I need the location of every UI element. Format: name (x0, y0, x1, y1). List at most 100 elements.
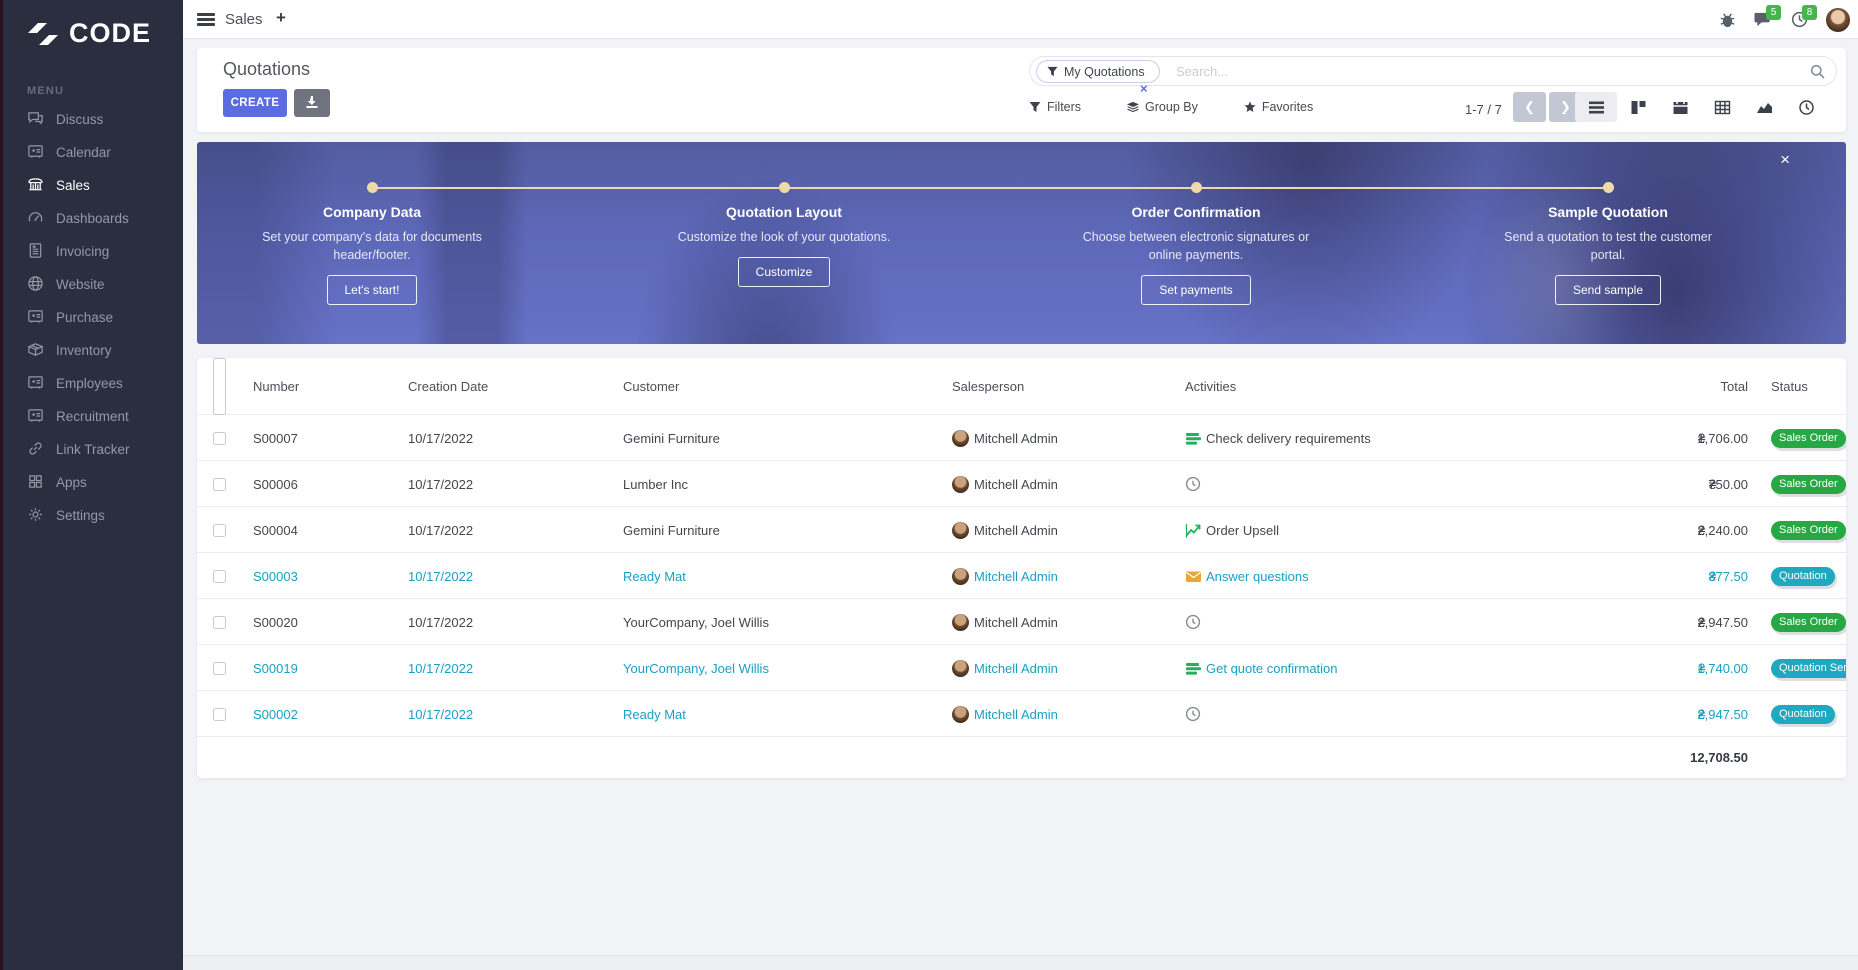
salesperson-avatar (952, 475, 969, 493)
user-avatar[interactable] (1826, 7, 1850, 32)
sidebar-item-label: Apps (56, 475, 87, 490)
monitor-icon (27, 374, 44, 394)
row-checkbox[interactable] (213, 615, 226, 629)
header-date[interactable]: Creation Date (408, 379, 489, 394)
search-bar[interactable]: My Quotations × Search... (1029, 56, 1837, 96)
table-row[interactable]: S00020 10/17/2022 YourCompany, Joel Will… (197, 599, 1846, 645)
gauge-icon (27, 209, 44, 229)
banner-close-icon[interactable]: × (1780, 150, 1790, 169)
sidebar-item-sales[interactable]: Sales (3, 169, 183, 202)
step-action-button[interactable]: Let's start! (326, 275, 418, 306)
cell-activity[interactable]: Check delivery requirements (1185, 415, 1371, 461)
onboarding-step: Quotation Layout Customize the look of y… (654, 204, 914, 288)
export-download-button[interactable] (294, 89, 330, 117)
status-badge: Quotation Sent (1771, 658, 1846, 678)
header-total[interactable]: Total (1720, 379, 1748, 394)
sidebar-item-purchase[interactable]: Purchase (3, 301, 183, 334)
table-row[interactable]: S00006 10/17/2022 Lumber Inc Mitchell Ad… (197, 461, 1846, 507)
create-button[interactable]: CREATE (223, 89, 287, 117)
header-customer[interactable]: Customer (623, 379, 680, 394)
step-action-button[interactable]: Send sample (1554, 275, 1662, 306)
row-checkbox[interactable] (213, 431, 226, 445)
select-all-checkbox[interactable] (213, 358, 226, 415)
step-action-button[interactable]: Customize (737, 257, 831, 288)
currency-symbol: ₴ (1698, 660, 1706, 676)
view-pivot-button[interactable] (1701, 92, 1743, 122)
sidebar-item-label: Link Tracker (56, 442, 130, 457)
facet-remove-icon[interactable]: × (1140, 81, 1148, 96)
header-salesperson[interactable]: Salesperson (952, 379, 1025, 394)
control-panel: Quotations CREATE My Quotations × Search… (197, 48, 1846, 132)
search-input[interactable]: Search... (1176, 64, 1229, 79)
step-action-button[interactable]: Set payments (1141, 275, 1251, 306)
filters-menu[interactable]: Filters (1029, 100, 1081, 114)
sidebar-item-settings[interactable]: Settings (3, 499, 183, 532)
hamburger-menu-icon[interactable] (197, 13, 215, 26)
cell-activity[interactable]: Answer questions (1185, 553, 1309, 599)
clock-activity-icon (1185, 706, 1202, 723)
sidebar-item-link-tracker[interactable]: Link Tracker (3, 433, 183, 466)
view-kanban-button[interactable] (1617, 92, 1659, 122)
view-graph-button[interactable] (1743, 92, 1785, 122)
search-icon[interactable] (1810, 64, 1825, 79)
header-activities[interactable]: Activities (1185, 379, 1237, 394)
menu-heading: MENU (27, 85, 65, 97)
pager-previous-button[interactable]: ❮ (1513, 92, 1546, 122)
messages-icon[interactable]: 5 (1754, 4, 1781, 30)
sidebar-item-apps[interactable]: Apps (3, 466, 183, 499)
view-calendar-button[interactable] (1659, 92, 1701, 122)
activities-clock-icon[interactable]: 8 (1790, 4, 1817, 30)
debug-bug-icon[interactable] (1718, 10, 1738, 30)
sidebar-item-inventory[interactable]: Inventory (3, 334, 183, 367)
header-status[interactable]: Status (1771, 379, 1808, 394)
sidebar-item-website[interactable]: Website (3, 268, 183, 301)
view-list-button[interactable] (1575, 92, 1617, 122)
cell-customer: Ready Mat (623, 568, 686, 584)
sidebar-item-label: Dashboards (56, 211, 129, 226)
timeline-line (372, 187, 1608, 189)
row-checkbox[interactable] (213, 707, 226, 721)
table-row[interactable]: S00004 10/17/2022 Gemini Furniture Mitch… (197, 507, 1846, 553)
new-tab-button[interactable]: + (276, 8, 286, 27)
table-row[interactable]: S00007 10/17/2022 Gemini Furniture Mitch… (197, 415, 1846, 461)
monitor-icon (27, 308, 44, 328)
table-row[interactable]: S00002 10/17/2022 Ready Mat Mitchell Adm… (197, 691, 1846, 737)
cell-status: Sales Order (1771, 599, 1846, 645)
status-badge: Quotation (1771, 704, 1835, 724)
sidebar-item-invoicing[interactable]: Invoicing (3, 235, 183, 268)
cell-activity[interactable] (1185, 461, 1206, 507)
row-checkbox[interactable] (213, 569, 226, 583)
header-number[interactable]: Number (253, 379, 300, 394)
cell-total: ₴ 2,947.50 (1697, 706, 1748, 722)
row-checkbox[interactable] (213, 661, 226, 675)
sidebar-item-employees[interactable]: Employees (3, 367, 183, 400)
cell-activity[interactable]: Get quote confirmation (1185, 645, 1338, 691)
sidebar-item-recruitment[interactable]: Recruitment (3, 400, 183, 433)
cell-total: ₴ 377.50 (1708, 568, 1748, 584)
cell-customer: Lumber Inc (623, 476, 689, 492)
favorites-menu[interactable]: Favorites (1244, 100, 1313, 114)
row-checkbox[interactable] (213, 523, 226, 537)
timeline-dot (779, 182, 790, 193)
salesperson-avatar (952, 659, 969, 677)
brand-logo[interactable]: CODE (3, 0, 183, 49)
cell-customer: YourCompany, Joel Willis (623, 614, 769, 630)
star-icon (1244, 101, 1256, 112)
filter-facet-chip[interactable]: My Quotations (1036, 60, 1160, 83)
sidebar-item-calendar[interactable]: Calendar (3, 136, 183, 169)
sidebar-item-dashboards[interactable]: Dashboards (3, 202, 183, 235)
sidebar-item-discuss[interactable]: Discuss (3, 103, 183, 136)
cell-activity[interactable] (1185, 599, 1206, 645)
table-row[interactable]: S00019 10/17/2022 YourCompany, Joel Will… (197, 645, 1846, 691)
sidebar-item-label: Purchase (56, 310, 114, 325)
table-row[interactable]: S00003 10/17/2022 Ready Mat Mitchell Adm… (197, 553, 1846, 599)
view-activity-button[interactable] (1785, 92, 1827, 122)
cell-activity[interactable]: Order Upsell (1185, 507, 1279, 553)
table-header: Number Creation Date Customer Salesperso… (197, 358, 1846, 415)
cell-activity[interactable] (1185, 691, 1206, 737)
row-checkbox[interactable] (213, 477, 226, 491)
filters-label: Filters (1047, 100, 1082, 114)
cell-customer: YourCompany, Joel Willis (623, 660, 769, 676)
group-by-menu[interactable]: Group By (1127, 100, 1198, 114)
cell-salesperson: Mitchell Admin (952, 645, 1058, 691)
